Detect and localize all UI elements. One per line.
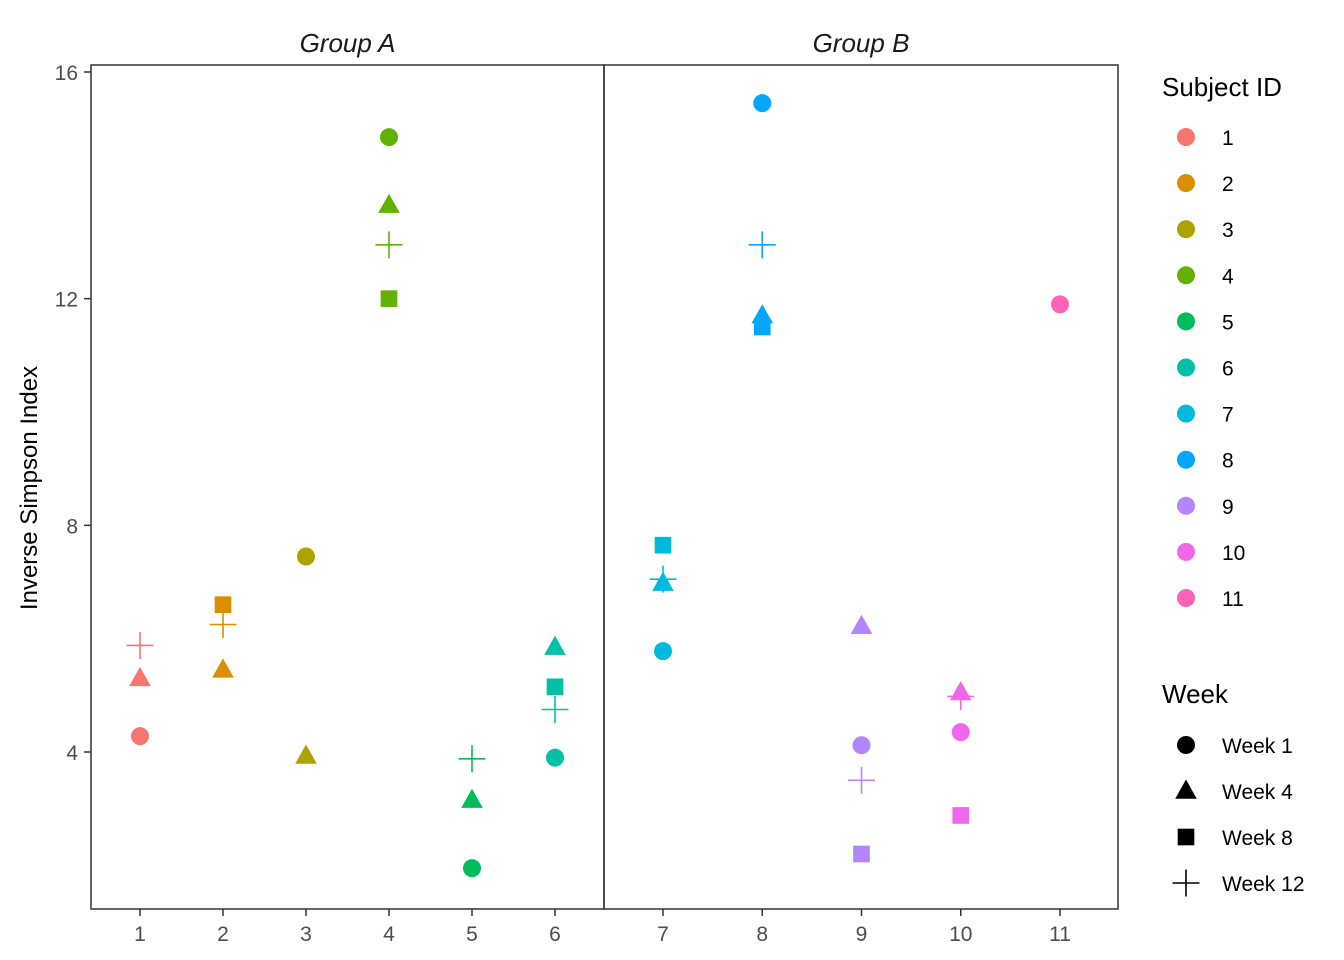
legend-label: Week 8 bbox=[1222, 827, 1293, 850]
data-point bbox=[295, 744, 317, 764]
legend-label: 3 bbox=[1222, 219, 1234, 242]
data-point bbox=[852, 736, 871, 755]
legend-label: Week 1 bbox=[1222, 735, 1293, 758]
data-point bbox=[126, 631, 154, 659]
week-legend: Week Week 1 Week 4 Week 8 Week 12 bbox=[1162, 679, 1305, 897]
data-point bbox=[546, 748, 564, 767]
panel-border bbox=[90, 64, 605, 910]
legend-key bbox=[1177, 266, 1195, 285]
legend-label: Week 4 bbox=[1222, 781, 1293, 804]
legend-label: 6 bbox=[1222, 358, 1234, 381]
data-point bbox=[853, 845, 870, 863]
legend-label: 5 bbox=[1222, 311, 1234, 334]
y-axis-title: Inverse Simpson Index bbox=[16, 366, 43, 610]
legend-title: Week bbox=[1162, 679, 1229, 709]
data-point bbox=[541, 696, 569, 723]
y-tick-label: 12 bbox=[55, 289, 78, 312]
data-point bbox=[380, 290, 398, 307]
data-point bbox=[753, 94, 772, 113]
data-point bbox=[378, 193, 400, 213]
legend-key bbox=[1177, 542, 1195, 561]
data-point bbox=[654, 642, 672, 661]
x-tick-label: 3 bbox=[300, 923, 312, 946]
data-point bbox=[212, 658, 234, 678]
legend-key bbox=[1177, 736, 1195, 754]
facet-title: Group A bbox=[300, 28, 396, 58]
data-point bbox=[129, 666, 151, 687]
x-tick-label: 8 bbox=[756, 923, 768, 946]
data-point bbox=[848, 766, 875, 794]
data-point bbox=[544, 635, 566, 655]
x-tick-label: 10 bbox=[949, 923, 972, 946]
data-point bbox=[1051, 295, 1069, 314]
data-point bbox=[461, 788, 483, 808]
legend-label: 10 bbox=[1222, 542, 1245, 565]
data-point bbox=[131, 727, 149, 746]
data-points bbox=[126, 94, 1069, 878]
legend-key bbox=[1177, 174, 1195, 193]
legend-label: Week 12 bbox=[1222, 873, 1305, 896]
data-point bbox=[751, 304, 774, 324]
data-point bbox=[209, 611, 237, 638]
facet-title: Group B bbox=[813, 28, 910, 58]
legend-key bbox=[1177, 496, 1195, 515]
data-point bbox=[947, 682, 975, 710]
legend-key bbox=[1177, 589, 1195, 607]
legend-key bbox=[1177, 312, 1195, 331]
legend-key bbox=[1177, 404, 1195, 423]
legend-label: 4 bbox=[1222, 265, 1234, 288]
legend-key bbox=[1177, 220, 1195, 239]
legend-label: 2 bbox=[1222, 173, 1234, 196]
data-point bbox=[463, 859, 481, 878]
legend-key bbox=[1177, 450, 1195, 469]
data-point bbox=[753, 318, 771, 336]
legend-key bbox=[1177, 358, 1195, 377]
legend-label: 8 bbox=[1222, 450, 1234, 473]
x-tick-label: 11 bbox=[1049, 923, 1071, 946]
data-point bbox=[654, 536, 672, 554]
y-tick-label: 16 bbox=[55, 62, 78, 85]
x-tick-label: 4 bbox=[383, 923, 395, 946]
data-point bbox=[458, 745, 486, 773]
legend-label: 1 bbox=[1222, 127, 1234, 150]
legend-title: Subject ID bbox=[1162, 72, 1282, 102]
data-point bbox=[649, 565, 677, 593]
legend-label: 9 bbox=[1222, 496, 1234, 519]
y-tick-label: 8 bbox=[66, 515, 78, 538]
x-tick-label: 5 bbox=[466, 923, 478, 946]
legend-key bbox=[1172, 869, 1200, 897]
x-tick-label: 2 bbox=[217, 923, 229, 946]
x-tick-label: 7 bbox=[657, 923, 669, 946]
legend-label: 7 bbox=[1222, 404, 1234, 427]
data-point bbox=[952, 807, 970, 824]
y-tick-label: 4 bbox=[66, 742, 78, 765]
x-tick-label: 9 bbox=[856, 923, 868, 946]
subject-legend: Subject ID 1 2 3 4 5 6 7 8 9 10 11 bbox=[1162, 72, 1282, 611]
data-point bbox=[951, 723, 970, 742]
x-tick-label: 6 bbox=[549, 923, 561, 946]
legend-key bbox=[1175, 779, 1197, 799]
legend-label: 11 bbox=[1222, 588, 1244, 611]
data-point bbox=[748, 231, 776, 259]
data-point bbox=[375, 231, 403, 259]
data-point bbox=[297, 547, 315, 566]
legend-key bbox=[1177, 128, 1195, 146]
data-point bbox=[214, 596, 232, 613]
legend-key bbox=[1177, 828, 1195, 846]
data-point bbox=[380, 128, 398, 147]
data-point bbox=[546, 678, 564, 696]
data-point bbox=[850, 614, 873, 634]
x-tick-label: 1 bbox=[134, 923, 146, 946]
